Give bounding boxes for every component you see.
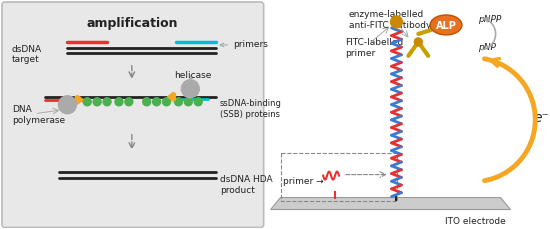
Text: dsDNA
target: dsDNA target [12, 45, 42, 64]
Circle shape [115, 98, 123, 106]
Text: e⁻: e⁻ [534, 111, 549, 125]
Ellipse shape [430, 15, 462, 35]
Circle shape [184, 98, 192, 106]
Text: ssDNA-binding
(SSB) proteins: ssDNA-binding (SSB) proteins [220, 99, 282, 119]
Circle shape [103, 98, 111, 106]
Circle shape [414, 38, 422, 46]
Circle shape [143, 98, 151, 106]
Circle shape [93, 98, 101, 106]
Text: ITO electrode: ITO electrode [445, 218, 505, 226]
Polygon shape [271, 198, 510, 210]
Circle shape [83, 98, 91, 106]
Text: helicase: helicase [174, 71, 212, 80]
Text: pNPP: pNPP [478, 15, 501, 25]
Text: DNA
polymerase: DNA polymerase [12, 105, 65, 125]
Circle shape [174, 98, 183, 106]
Circle shape [153, 98, 161, 106]
Circle shape [58, 96, 76, 114]
Text: enzyme-labelled
anti-FITC antibody: enzyme-labelled anti-FITC antibody [349, 10, 431, 30]
Text: ALP: ALP [436, 21, 456, 31]
Circle shape [182, 80, 199, 98]
Circle shape [125, 98, 133, 106]
Bar [280, 153, 398, 201]
Text: primers: primers [220, 40, 268, 49]
FancyArrow shape [168, 92, 175, 101]
Text: pNP: pNP [478, 43, 496, 52]
Circle shape [163, 98, 170, 106]
Circle shape [194, 98, 202, 106]
Text: FITC-labelled
primer: FITC-labelled primer [345, 38, 403, 58]
Text: primer →: primer → [283, 177, 324, 186]
FancyArrow shape [75, 95, 83, 104]
Text: dsDNA HDA
product: dsDNA HDA product [220, 174, 273, 195]
FancyBboxPatch shape [2, 2, 263, 227]
Circle shape [390, 16, 403, 28]
Text: amplification: amplification [86, 17, 178, 30]
